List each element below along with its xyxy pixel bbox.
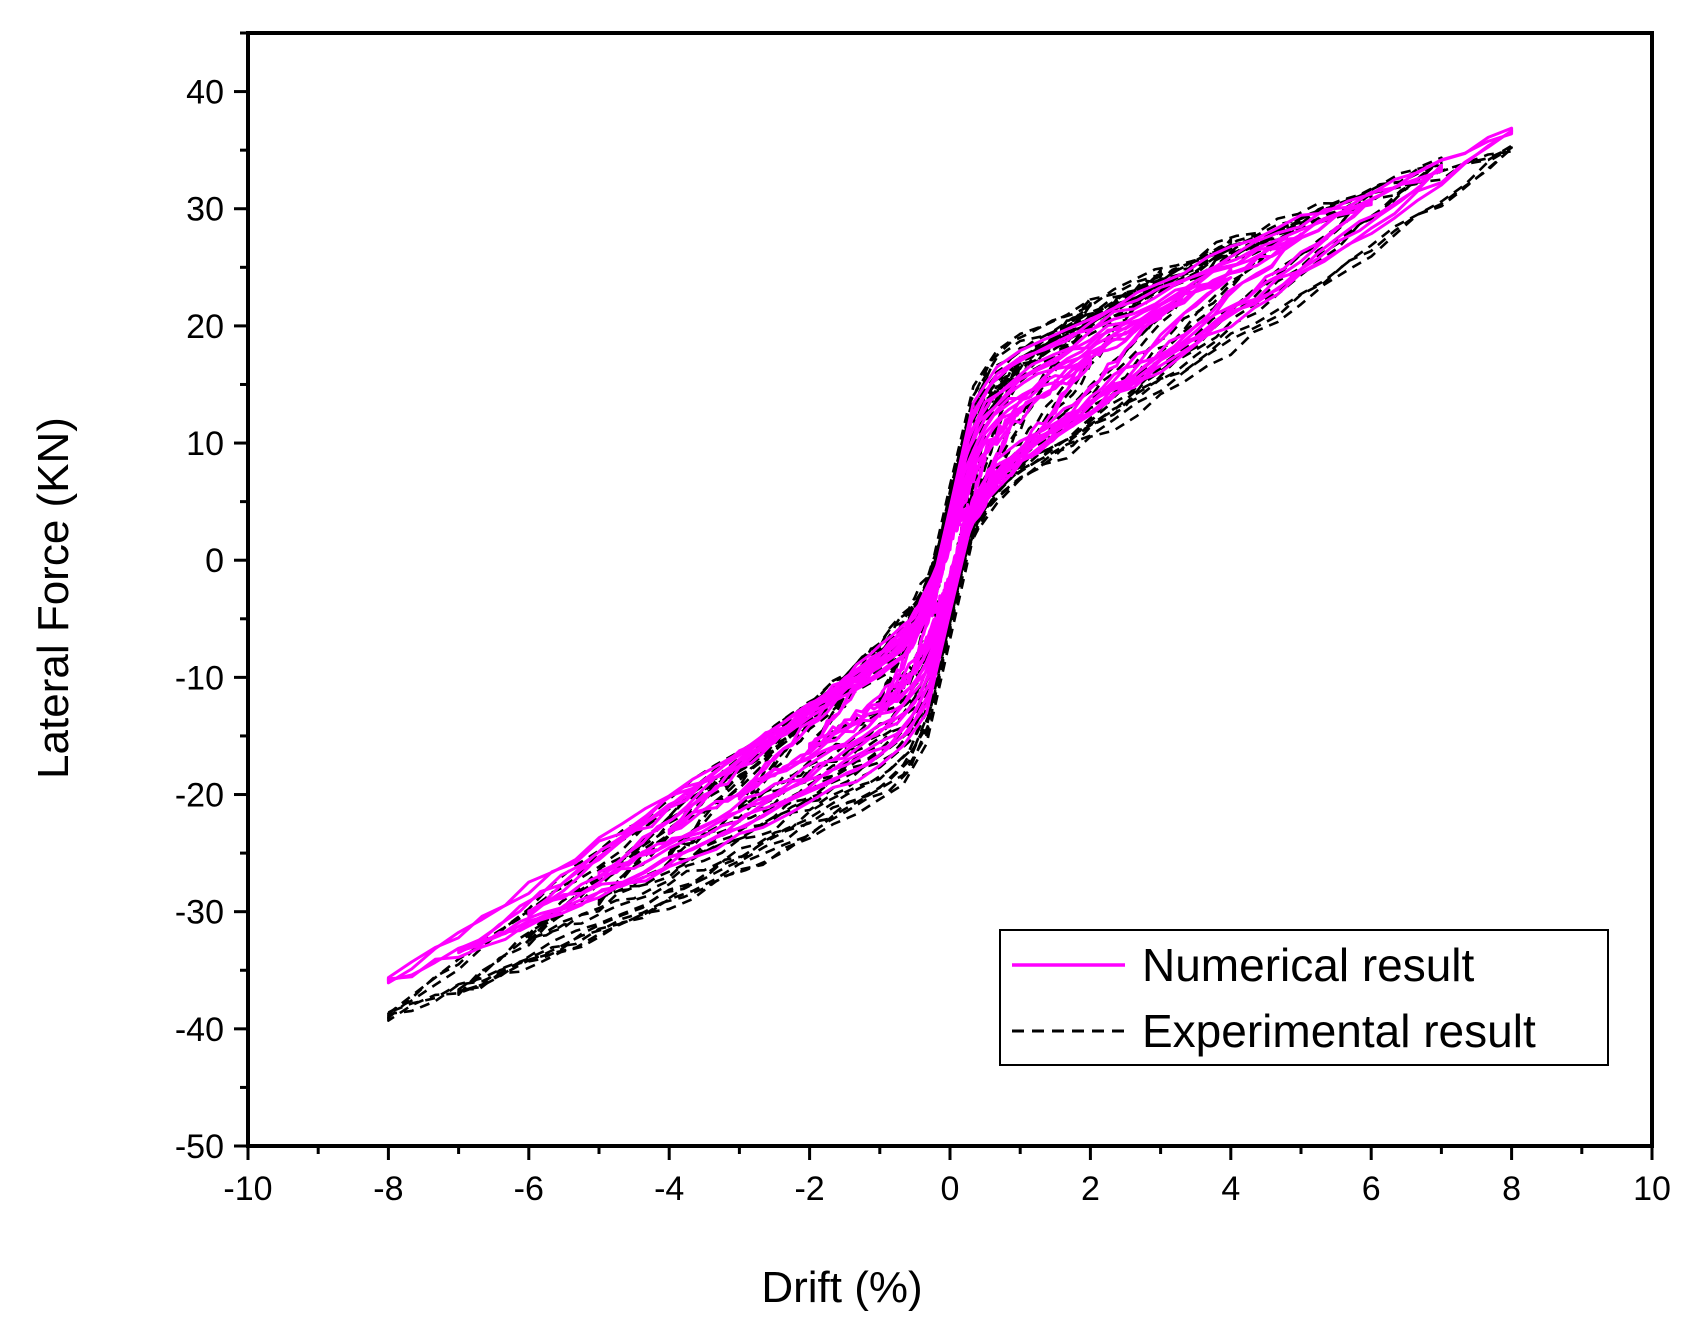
x-tick-label: -6 bbox=[514, 1170, 544, 1208]
legend-label-numerical: Numerical result bbox=[1142, 939, 1475, 991]
y-tick-label: 10 bbox=[186, 425, 224, 463]
x-tick-label: -8 bbox=[373, 1170, 403, 1208]
x-tick-label: 4 bbox=[1221, 1170, 1240, 1208]
y-tick-label: -10 bbox=[175, 659, 224, 697]
plot-series-layer bbox=[386, 126, 1514, 1022]
experimental-loop bbox=[597, 215, 1303, 902]
y-tick-label: -20 bbox=[175, 777, 224, 815]
x-tick-label: -10 bbox=[223, 1170, 272, 1208]
y-axis: -50 -40 -30 -20 -10 0 10 20 30 40 bbox=[175, 31, 248, 1166]
y-tick-label: 30 bbox=[186, 191, 224, 229]
x-tick-label: 0 bbox=[941, 1170, 960, 1208]
numerical-loop bbox=[386, 129, 1514, 982]
series-numerical bbox=[386, 126, 1514, 985]
y-axis-title: Lateral Force (KN) bbox=[29, 417, 78, 779]
x-axis: -10 -8 -6 -4 -2 0 2 4 6 8 10 bbox=[223, 1146, 1671, 1208]
numerical-loop bbox=[386, 126, 1514, 985]
legend-box bbox=[999, 929, 1609, 1066]
y-tick-label: 40 bbox=[186, 74, 224, 112]
experimental-loop bbox=[808, 296, 1092, 754]
legend: Numerical result Experimental result bbox=[999, 929, 1609, 1066]
y-tick-label: 20 bbox=[186, 308, 224, 346]
experimental-loop bbox=[878, 359, 1022, 705]
x-tick-label: 10 bbox=[1633, 1170, 1671, 1208]
x-tick-label: -2 bbox=[794, 1170, 824, 1208]
x-tick-label: -4 bbox=[654, 1170, 684, 1208]
x-tick-label: 8 bbox=[1502, 1170, 1521, 1208]
y-tick-label: -30 bbox=[175, 894, 224, 932]
x-axis-title: Drift (%) bbox=[761, 1263, 922, 1312]
numerical-loop bbox=[878, 408, 1022, 718]
legend-label-experimental: Experimental result bbox=[1142, 1005, 1536, 1057]
y-tick-label: 0 bbox=[205, 542, 224, 580]
y-tick-label: -40 bbox=[175, 1011, 224, 1049]
experimental-loop bbox=[738, 274, 1162, 812]
numerical-loop bbox=[667, 267, 1233, 833]
experimental-loop bbox=[387, 146, 1513, 1016]
x-tick-label: 6 bbox=[1362, 1170, 1381, 1208]
x-tick-label: 2 bbox=[1081, 1170, 1100, 1208]
y-tick-label: -50 bbox=[175, 1128, 224, 1166]
